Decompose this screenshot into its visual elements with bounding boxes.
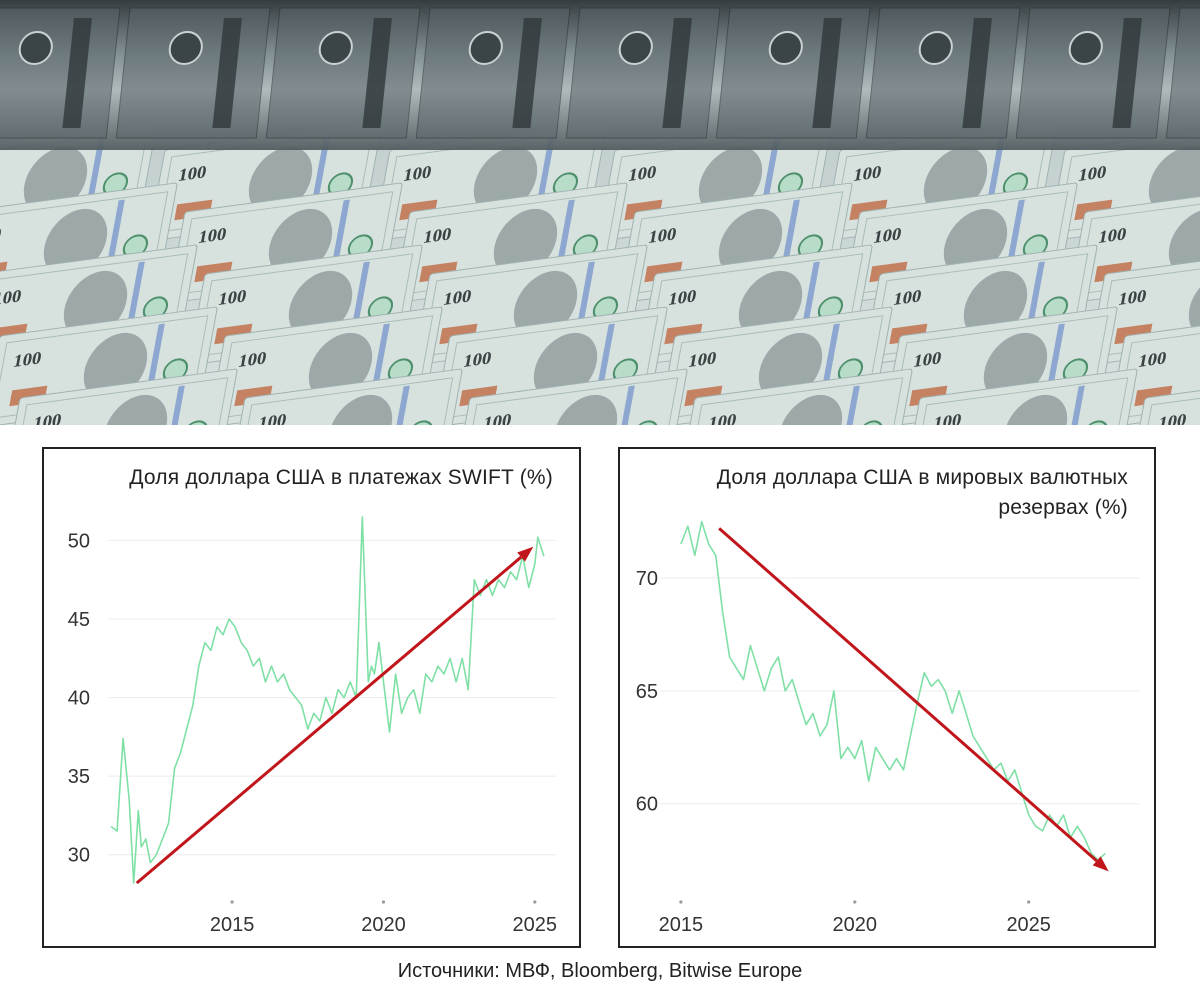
banknote-denomination: 100 xyxy=(422,224,454,247)
reserves-chart-panel: 60 65 70 2015 2020 2025 Доля доллара США в ми… xyxy=(618,447,1156,948)
banknote-denomination: 100 xyxy=(1137,348,1169,371)
banknote-denomination: 100 xyxy=(0,286,23,309)
banknote-denomination: 100 xyxy=(12,348,44,371)
banknote-denomination: 100 xyxy=(1157,410,1189,425)
y-tick-label: 35 xyxy=(68,766,90,788)
banknote-sheets-photo: 100 100 100 100 100 100 100 100 100 100 100 100 100 1… xyxy=(0,0,1200,425)
banknote-roll xyxy=(0,7,1200,139)
rolled-banknote xyxy=(865,7,1021,139)
portrait-shape xyxy=(1003,394,1068,425)
x-tick-mark xyxy=(381,900,386,904)
rolled-banknote xyxy=(265,7,421,139)
banknote: 100 xyxy=(3,368,238,425)
banknote-denomination: 100 xyxy=(442,286,474,309)
banknote-denomination: 100 xyxy=(667,286,699,309)
rolled-banknote xyxy=(565,7,721,139)
banknote-denomination: 100 xyxy=(1097,224,1129,247)
rolled-banknote xyxy=(1015,7,1171,139)
rolled-banknote xyxy=(0,7,121,139)
banknote-denomination: 100 xyxy=(932,410,964,425)
banknote-denomination: 100 xyxy=(177,162,209,185)
portrait-shape xyxy=(328,394,393,425)
banknote-denomination: 100 xyxy=(197,224,229,247)
banknote-denomination: 100 xyxy=(872,224,904,247)
swift-chart-title: Доля доллара США в платежах SWIFT (%) xyxy=(129,466,553,489)
x-tick-label: 2020 xyxy=(833,914,878,936)
portrait-shape xyxy=(553,394,618,425)
x-tick-mark xyxy=(230,900,234,904)
banknote: 100 xyxy=(228,368,463,425)
banknote-denomination: 100 xyxy=(402,162,434,185)
banknote-denomination: 100 xyxy=(647,224,679,247)
trend-arrow-shaft xyxy=(135,555,523,885)
banknote-denomination: 100 xyxy=(32,410,64,425)
banknote: 100 xyxy=(1128,368,1200,425)
x-tick-label: 2020 xyxy=(361,914,406,936)
y-tick-label: 50 xyxy=(68,530,90,552)
x-tick-mark xyxy=(853,900,857,904)
banknote-denomination: 100 xyxy=(627,162,659,185)
rolled-banknote xyxy=(715,7,871,139)
rolled-banknote xyxy=(1165,7,1200,139)
y-tick-label: 30 xyxy=(68,845,90,867)
banknote-denomination: 100 xyxy=(1077,162,1109,185)
x-tick-label: 2025 xyxy=(513,914,558,936)
banknote-denomination: 100 xyxy=(237,348,269,371)
swift-share-chart: 30 35 40 45 50 2015 2020 2025 xyxy=(68,516,558,936)
trend-arrow-head xyxy=(517,546,534,562)
banknote-denomination: 100 xyxy=(1117,286,1149,309)
series-line xyxy=(680,520,1106,861)
banknote: 100 xyxy=(903,368,1138,425)
x-tick-mark xyxy=(533,900,537,904)
y-tick-label: 65 xyxy=(636,681,658,703)
y-tick-label: 70 xyxy=(636,568,658,590)
portrait-shape xyxy=(1168,208,1200,277)
rolled-banknote xyxy=(115,7,271,139)
trend-arrow-head xyxy=(1092,856,1109,872)
portrait-shape xyxy=(103,394,168,425)
banknote: 100 xyxy=(453,368,688,425)
banknote-denomination: 100 xyxy=(462,348,494,371)
banknote-denomination: 100 xyxy=(217,286,249,309)
y-tick-label: 45 xyxy=(68,609,90,631)
rolled-banknote xyxy=(415,7,571,139)
banknote-denomination: 100 xyxy=(707,410,739,425)
x-tick-label: 2025 xyxy=(1006,914,1051,936)
trend-arrow-shaft xyxy=(718,527,1098,862)
x-tick-mark xyxy=(1027,900,1031,904)
y-tick-label: 60 xyxy=(636,794,658,816)
banknote-denomination: 100 xyxy=(482,410,514,425)
swift-chart-panel: 30 35 40 45 50 2015 2020 2025 Доля доллара США … xyxy=(42,447,581,948)
reserves-chart-title: Доля доллара США в мировых валютных резе… xyxy=(716,466,1128,519)
banknote-denomination: 100 xyxy=(687,348,719,371)
portrait-shape xyxy=(778,394,843,425)
x-tick-label: 2015 xyxy=(659,914,704,936)
source-note: Источники: МВФ, Bloomberg, Bitwise Europ… xyxy=(397,960,803,982)
banknote-denomination: 100 xyxy=(912,348,944,371)
banknote-denomination: 100 xyxy=(892,286,924,309)
banknote-denomination: 100 xyxy=(852,162,884,185)
banknote: 100 xyxy=(678,368,913,425)
banknote-grid: 100 100 100 100 100 100 100 100 100 100 100 100 100 1… xyxy=(0,120,1200,425)
x-tick-label: 2015 xyxy=(210,914,255,936)
x-tick-mark xyxy=(679,900,683,904)
banknote-denomination: 100 xyxy=(257,410,289,425)
reserves-share-chart: 60 65 70 2015 2020 2025 xyxy=(636,520,1140,936)
series-line xyxy=(110,516,545,884)
y-tick-label: 40 xyxy=(68,688,90,710)
